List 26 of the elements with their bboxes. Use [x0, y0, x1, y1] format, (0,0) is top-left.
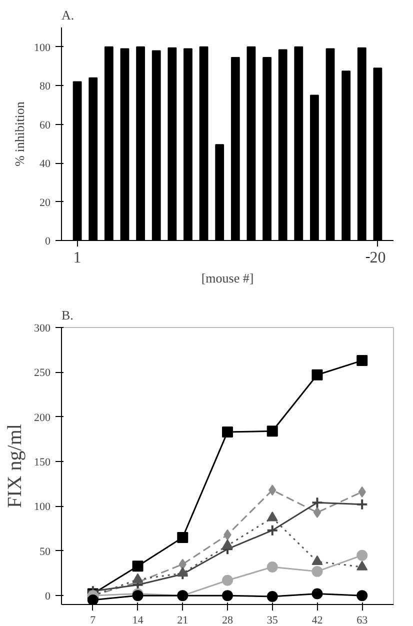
y-tick-label: 0 [45, 236, 51, 248]
x-axis-title: [mouse #] [201, 270, 254, 286]
x-tick-label: 63 [356, 614, 368, 626]
chart-title: B. [62, 308, 74, 322]
y-tick-label: 20 [40, 196, 51, 209]
y-tick-label: 200 [34, 412, 51, 424]
y-tick-label: 100 [34, 501, 51, 514]
y-tick-label: 0 [45, 590, 51, 603]
x-tick-label: 14 [132, 614, 144, 626]
y-axis-title: % inhibition [12, 101, 27, 166]
x-tick-label: 7 [90, 614, 96, 626]
y-tick-label: 100 [34, 42, 51, 54]
y-tick-label: 80 [40, 80, 51, 93]
y-tick-label: 300 [34, 322, 51, 334]
x-tick-label: 35 [266, 614, 278, 626]
chart-title: A. [62, 8, 74, 22]
y-tick-label: 40 [40, 158, 51, 170]
y-tick-label: 250 [34, 367, 51, 380]
y-tick-label: 50 [40, 546, 51, 558]
x-tick-label: 28 [222, 614, 234, 626]
y-axis-title: FIX ng/ml [4, 424, 26, 508]
x-tick-label: 1 [73, 250, 82, 266]
x-tick-label: 21 [177, 614, 188, 626]
x-tick-label: 42 [312, 614, 323, 626]
y-tick-label: 150 [34, 456, 51, 469]
y-tick-label: 60 [40, 119, 51, 132]
